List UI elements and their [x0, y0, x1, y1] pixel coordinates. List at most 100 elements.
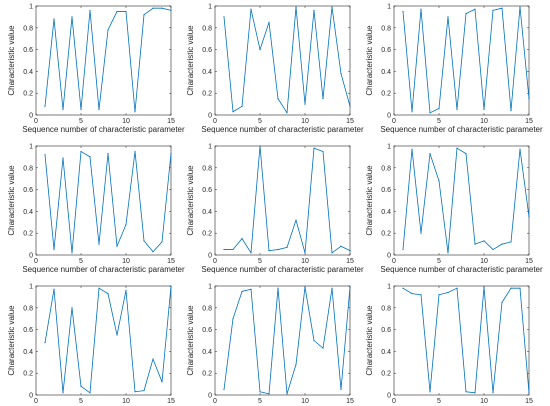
- plot-area: [214, 5, 351, 116]
- x-tick-label: 0: [213, 118, 217, 125]
- y-tick-label: 0.8: [23, 305, 33, 312]
- data-point: [429, 112, 431, 114]
- y-tick-label: 0.2: [381, 91, 391, 98]
- data-point: [474, 392, 476, 394]
- y-tick-label: 0.2: [202, 371, 212, 378]
- y-tick-label: 0.2: [23, 371, 33, 378]
- data-point: [250, 252, 252, 254]
- x-tick-label: 15: [346, 258, 354, 265]
- data-point: [313, 339, 315, 342]
- data-point: [465, 13, 467, 15]
- data-point: [447, 252, 449, 254]
- data-point: [438, 180, 440, 182]
- y-axis-label: Characteristic value: [365, 305, 374, 376]
- plot-area: [214, 145, 351, 256]
- x-tick-label: 5: [79, 258, 83, 265]
- subplot-6: 0 5 10 15 0 0.2 0.4 0.6 0.8 1 Sequence number of c…: [365, 144, 543, 275]
- data-point: [447, 291, 449, 294]
- data-point: [402, 287, 404, 289]
- data-point: [420, 294, 422, 296]
- data-point: [277, 98, 279, 100]
- plot-area: [35, 285, 172, 396]
- data-point: [268, 250, 270, 252]
- x-axis-label: Sequence number of characteristic parame…: [380, 125, 543, 134]
- data-point: [340, 245, 342, 247]
- data-point: [501, 7, 503, 9]
- data-point: [134, 150, 136, 153]
- data-point: [259, 49, 261, 51]
- data-point: [492, 392, 494, 394]
- data-point: [62, 157, 64, 159]
- data-point: [71, 252, 73, 254]
- data-point: [223, 248, 225, 251]
- y-tick-label: 0.4: [381, 209, 391, 216]
- y-tick-label: 0: [29, 253, 33, 260]
- plot-area: [35, 5, 172, 116]
- y-tick-label: 1: [387, 144, 391, 151]
- data-point: [492, 9, 494, 11]
- data-point: [519, 6, 521, 8]
- data-point: [510, 287, 512, 289]
- y-tick-label: 0.2: [381, 371, 391, 378]
- y-tick-label: 1: [29, 144, 33, 151]
- data-point: [152, 7, 154, 9]
- x-tick-label: 0: [34, 398, 38, 405]
- data-point: [44, 342, 46, 344]
- y-axis-label: Characteristic value: [7, 25, 16, 96]
- x-tick-label: 5: [437, 398, 441, 405]
- data-point: [528, 98, 530, 100]
- data-point: [107, 29, 109, 31]
- x-tick-label: 10: [301, 118, 309, 125]
- y-tick-label: 0.8: [202, 25, 212, 32]
- data-point: [349, 286, 351, 288]
- y-tick-label: 0: [387, 393, 391, 400]
- data-point: [456, 147, 458, 149]
- y-axis-label: Characteristic value: [7, 165, 16, 236]
- x-tick-label: 5: [437, 118, 441, 125]
- y-tick-label: 1: [387, 284, 391, 291]
- data-point: [259, 391, 261, 393]
- x-tick-label: 15: [525, 258, 533, 265]
- x-tick-label: 5: [79, 398, 83, 405]
- y-tick-label: 0.8: [381, 165, 391, 172]
- data-point: [528, 216, 530, 218]
- y-tick-label: 0.4: [381, 69, 391, 76]
- data-point: [268, 21, 270, 23]
- data-point: [161, 7, 163, 9]
- data-point: [286, 112, 288, 114]
- y-tick-label: 1: [208, 284, 212, 291]
- y-tick-label: 0.8: [23, 25, 33, 32]
- data-point: [89, 156, 91, 158]
- y-tick-label: 0.6: [381, 187, 391, 194]
- data-point: [44, 105, 46, 107]
- y-tick-label: 0: [208, 393, 212, 400]
- x-tick-label: 5: [258, 118, 262, 125]
- data-point: [232, 318, 234, 320]
- data-point: [510, 110, 512, 112]
- data-point: [80, 108, 82, 111]
- x-tick-label: 10: [301, 258, 309, 265]
- data-point: [411, 111, 413, 113]
- y-tick-label: 1: [387, 4, 391, 11]
- y-tick-label: 0.4: [202, 69, 212, 76]
- data-point: [313, 147, 315, 149]
- data-point: [331, 6, 333, 8]
- x-tick-label: 15: [167, 258, 175, 265]
- y-tick-label: 0: [29, 113, 33, 120]
- data-point: [483, 286, 485, 288]
- data-point: [134, 111, 136, 113]
- y-axis-label: Characteristic value: [186, 165, 195, 236]
- data-point: [44, 154, 46, 156]
- y-tick-label: 0.4: [202, 209, 212, 216]
- y-tick-label: 0.4: [202, 349, 212, 356]
- data-point: [429, 391, 431, 393]
- data-point: [411, 293, 413, 295]
- data-point: [519, 148, 521, 150]
- data-point: [277, 287, 279, 289]
- subplot-1: 0 5 10 15 0 0.2 0.4 0.6 0.8 1 Sequence number of c…: [7, 4, 185, 135]
- x-tick-label: 0: [34, 118, 38, 125]
- x-tick-label: 0: [213, 398, 217, 405]
- data-point: [519, 287, 521, 289]
